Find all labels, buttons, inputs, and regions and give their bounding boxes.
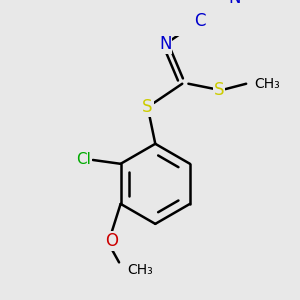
Text: N: N bbox=[228, 0, 241, 7]
Text: N: N bbox=[159, 35, 172, 53]
Text: S: S bbox=[142, 98, 153, 116]
Text: CH₃: CH₃ bbox=[254, 77, 280, 91]
Text: C: C bbox=[194, 12, 206, 30]
Text: O: O bbox=[105, 232, 118, 250]
Text: Cl: Cl bbox=[76, 152, 91, 167]
Text: S: S bbox=[214, 81, 224, 99]
Text: CH₃: CH₃ bbox=[127, 263, 152, 277]
